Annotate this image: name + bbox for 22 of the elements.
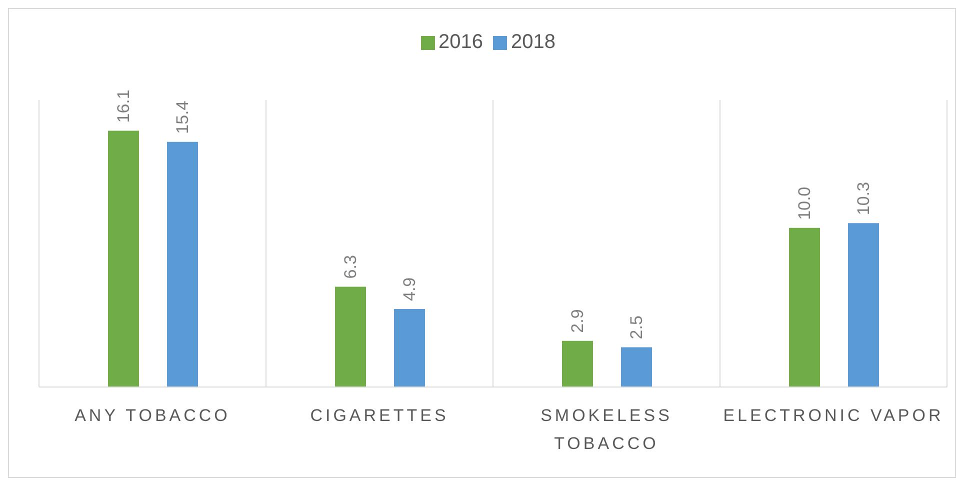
legend-label: 2018 (511, 31, 556, 53)
data-label: 15.4 (173, 100, 192, 134)
data-label: 10.3 (854, 182, 873, 216)
x-tick-label: ANY TOBACCO (74, 406, 230, 425)
bar (394, 309, 425, 387)
data-label: 2.5 (627, 316, 646, 340)
bar (621, 347, 652, 387)
bar (167, 142, 198, 387)
data-label: 6.3 (341, 255, 360, 279)
bar (108, 130, 139, 387)
data-label: 16.1 (114, 90, 133, 123)
data-label: 2.9 (568, 309, 587, 333)
bar (848, 223, 879, 387)
x-tick-label: SMOKELESS TOBACCO (540, 406, 672, 453)
x-tick-label: CIGARETTES (310, 406, 449, 425)
legend-label: 2016 (438, 31, 483, 53)
data-label: 10.0 (795, 186, 814, 220)
data-label: 4.9 (400, 277, 419, 302)
bar (562, 340, 593, 387)
x-tick-label: ELECTRONIC VAPOR (723, 406, 944, 425)
bar (789, 228, 820, 387)
bar (335, 286, 366, 387)
